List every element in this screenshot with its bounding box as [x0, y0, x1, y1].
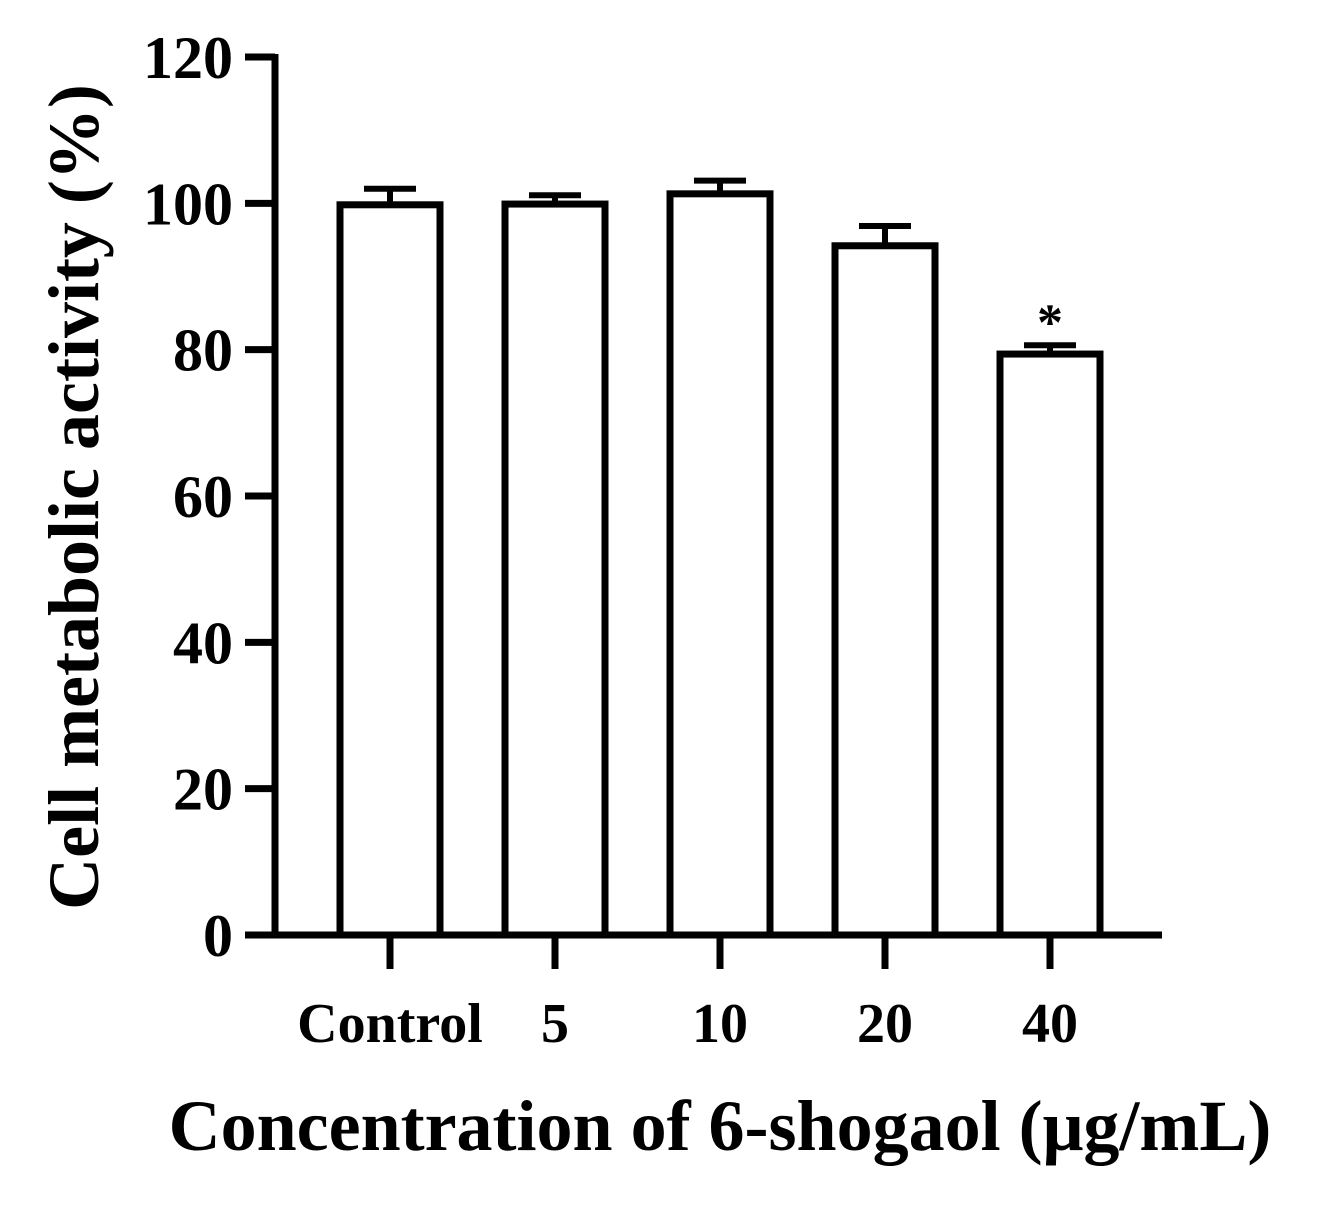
x-tick-label: 40 [1022, 993, 1078, 1055]
y-ticks-layer: 0 20 40 60 80 100 120 [143, 25, 275, 969]
y-tick-label: 80 [173, 318, 233, 384]
bar-20 [831, 242, 939, 939]
x-tick-label: 10 [692, 993, 748, 1055]
y-tick-label: 40 [173, 610, 233, 676]
y-tick-label: 20 [173, 757, 233, 823]
bar-control [336, 201, 444, 939]
error-bars-layer [364, 177, 1076, 355]
bars-layer [336, 190, 1104, 939]
bar-10 [666, 190, 774, 939]
x-axis-title: Concentration of 6-shogaol (μg/mL) [169, 1086, 1272, 1166]
y-tick-label: 60 [173, 464, 233, 530]
bar-5 [501, 200, 609, 939]
annotations-layer: * [1037, 294, 1063, 351]
bar-40 [996, 350, 1104, 939]
y-axis-title: Cell metabolic activity (%) [34, 84, 114, 910]
x-tick-label: Control [297, 993, 483, 1055]
x-ticks-layer: Control 5 10 20 40 [297, 935, 1078, 1055]
y-tick-label: 0 [203, 903, 233, 969]
y-tick-label: 100 [143, 171, 233, 237]
x-tick-label: 5 [541, 993, 569, 1055]
significance-marker: * [1037, 294, 1063, 351]
y-tick-label: 120 [143, 25, 233, 91]
x-tick-label: 20 [857, 993, 913, 1055]
